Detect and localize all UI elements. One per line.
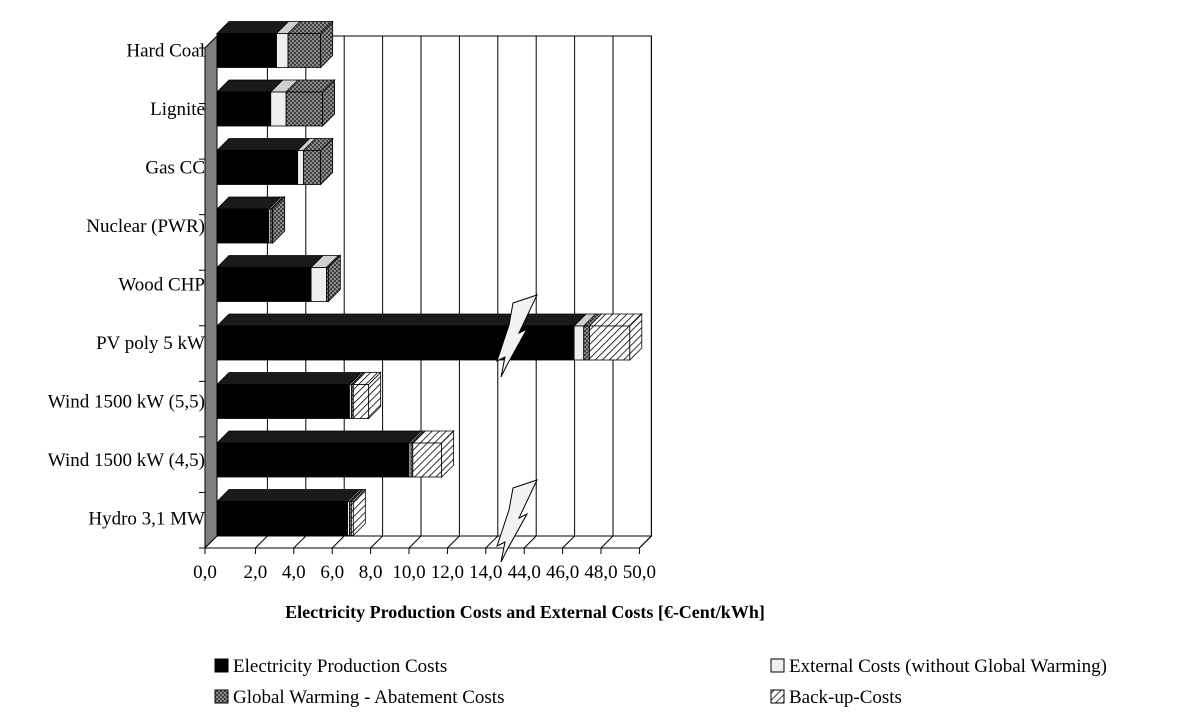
- bar-global-warming-abatement-costs: [287, 33, 322, 68]
- grid-line-floor: [293, 535, 307, 549]
- x-tick-label: 14,0: [469, 562, 502, 583]
- bar-top-electricity-production-costs: [216, 372, 363, 385]
- bar-side: [320, 20, 334, 69]
- legend-swatch-external-costs-without-global-warming: [770, 658, 785, 673]
- x-axis-title: Electricity Production Costs and Externa…: [285, 602, 765, 622]
- bar-external-costs-without-global-warming: [310, 267, 327, 302]
- x-tick-label: 6,0: [320, 562, 344, 583]
- category-label-lignite: Lignite: [150, 99, 205, 120]
- bar-side: [327, 254, 341, 303]
- legend-label-external-costs-without-global-warming: External Costs (without Global Warming): [789, 656, 1107, 677]
- floor: [203, 535, 653, 549]
- x-tick-label: 48,0: [584, 562, 617, 583]
- bar-electricity-production-costs: [216, 33, 277, 68]
- grid-line-floor: [408, 535, 422, 549]
- grid-line-floor: [370, 535, 383, 549]
- grid-line-floor: [523, 535, 537, 549]
- bar-side: [368, 371, 382, 420]
- bar-group-wood-chp: [216, 254, 342, 303]
- bar-top-electricity-production-costs: [216, 138, 311, 151]
- grid-line-floor: [562, 535, 575, 549]
- x-tick-label: 8,0: [359, 562, 383, 583]
- category-label-hydro-3-1-mw: Hydro 3,1 MW: [88, 509, 205, 530]
- x-tick-label: 46,0: [546, 562, 579, 583]
- bar-back-up-costs: [412, 442, 443, 478]
- bar-electricity-production-costs: [216, 325, 575, 361]
- bar-global-warming-abatement-costs: [583, 325, 590, 361]
- x-tick-label: 0,0: [193, 562, 217, 583]
- x-tick-label: 2,0: [244, 562, 268, 583]
- x-tick-label: 50,0: [623, 562, 656, 583]
- legend-label-back-up-costs: Back-up-Costs: [789, 687, 902, 708]
- grid-line-floor: [639, 535, 652, 549]
- category-label-wind-1500-kw-4-5: Wind 1500 kW (4,5): [48, 450, 205, 471]
- bar-group-wind-1500-kw-4-5: [216, 430, 455, 478]
- bar-global-warming-abatement-costs: [285, 91, 323, 127]
- bar-group-lignite: [216, 79, 336, 127]
- bar-external-costs-without-global-warming: [573, 325, 585, 361]
- x-tick-label: 10,0: [392, 562, 425, 583]
- x-tick-label: 44,0: [508, 562, 541, 583]
- bar-electricity-production-costs: [216, 91, 272, 127]
- axes: [199, 47, 640, 554]
- legend-label-electricity-production-costs: Electricity Production Costs: [233, 656, 447, 677]
- axis-break-icon: [496, 294, 538, 378]
- bar-electricity-production-costs: [216, 442, 410, 478]
- bar-side: [629, 313, 643, 361]
- category-label-pv-poly-5-kw: PV poly 5 kW: [96, 333, 205, 354]
- bar-electricity-production-costs: [216, 501, 348, 536]
- grid-line-floor: [331, 535, 345, 549]
- x-tick-label: 12,0: [431, 562, 464, 583]
- bar-top-electricity-production-costs: [216, 430, 422, 444]
- legend-swatch-electricity-production-costs: [214, 658, 229, 673]
- category-labels: Hard Coal Lignite Gas CC Nuclear (PWR) Wood …: [48, 41, 205, 530]
- bar-group-hard-coal: [216, 20, 334, 69]
- bar-side: [352, 488, 366, 537]
- legend-label-global-warming-abatement-costs: Global Warming - Abatement Costs: [233, 687, 504, 708]
- bar-external-costs-without-global-warming: [276, 33, 289, 68]
- bar-group-hydro-3-1-mw: [216, 488, 367, 537]
- bar-external-costs-without-global-warming: [270, 91, 287, 127]
- category-label-hard-coal: Hard Coal: [126, 41, 205, 62]
- bar-group-nuclear-pwr: [216, 196, 286, 244]
- bar-electricity-production-costs: [216, 384, 350, 419]
- category-label-wind-1500-kw-5-5: Wind 1500 kW (5,5): [48, 392, 205, 413]
- bar-electricity-production-costs: [216, 208, 270, 244]
- bar-top-electricity-production-costs: [216, 313, 588, 327]
- bar-external-costs-without-global-warming: [297, 150, 304, 185]
- bar-side: [322, 79, 336, 127]
- grid-line-floor: [255, 535, 268, 549]
- bar-group-pv-poly-5-kw: [216, 313, 643, 361]
- bar-group-wind-1500-kw-5-5: [216, 371, 382, 420]
- side-wall: [204, 34, 218, 550]
- x-tick-labels: 0,0 2,0 4,0 6,0 8,0 10,0 12,0 14,0 44,0 46,0 48,0 5…: [193, 562, 656, 583]
- grid-line-floor: [447, 535, 460, 549]
- legend-swatch-back-up-costs: [770, 689, 785, 704]
- bar-back-up-costs: [589, 325, 631, 361]
- x-tick-label: 4,0: [282, 562, 306, 583]
- grid-line-floor: [485, 535, 499, 549]
- bar-electricity-production-costs: [216, 150, 299, 185]
- bar-side: [320, 137, 334, 186]
- bar-top-electricity-production-costs: [216, 255, 325, 268]
- bar-back-up-costs: [352, 384, 370, 419]
- bar-global-warming-abatement-costs: [302, 150, 322, 185]
- category-label-nuclear-pwr: Nuclear (PWR): [86, 216, 205, 237]
- legend-swatch-global-warming-abatement-costs: [214, 689, 229, 704]
- bar-top-electricity-production-costs: [216, 489, 361, 502]
- bar-electricity-production-costs: [216, 267, 312, 302]
- legend: Electricity Production Costs External Cos…: [214, 656, 1107, 708]
- bar-side: [272, 196, 286, 244]
- category-label-gas-cc: Gas CC: [145, 158, 205, 179]
- axis-break-marks: [496, 294, 538, 563]
- bar-side: [441, 430, 455, 478]
- grid-line-floor: [600, 535, 614, 549]
- category-label-wood-chp: Wood CHP: [118, 275, 205, 296]
- bar-group-gas-cc: [216, 137, 334, 186]
- axis-break-icon: [496, 479, 538, 563]
